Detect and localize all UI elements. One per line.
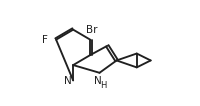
Text: H: H (100, 81, 106, 90)
Text: Br: Br (86, 25, 97, 35)
Text: F: F (42, 35, 48, 45)
Text: N: N (64, 76, 71, 86)
Text: N: N (94, 76, 101, 86)
